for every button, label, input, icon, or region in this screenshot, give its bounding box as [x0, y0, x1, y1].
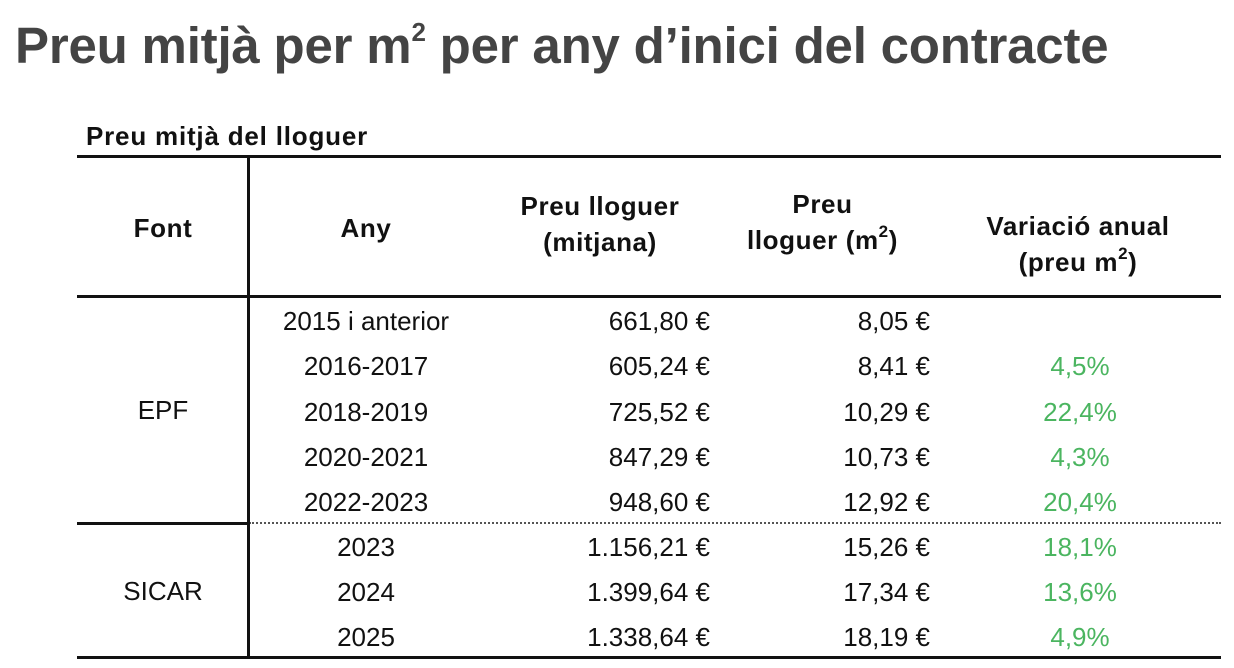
group-label-epf: EPF — [137, 395, 189, 425]
cell-rent-m2: 8,41 € — [857, 351, 930, 381]
header-rent: Preu lloguer (mitjana) — [480, 188, 720, 260]
cell-rent-m2: 12,92 € — [843, 487, 930, 517]
cell-rent-m2: 8,05 € — [857, 306, 930, 336]
cell-rent: 605,24 € — [608, 351, 710, 381]
header-m2-sup: 2 — [878, 222, 889, 241]
header-font: Font — [77, 210, 249, 246]
header-var-line2: (preu m2) — [938, 244, 1218, 280]
cell-variation: 22,4% — [1043, 397, 1117, 427]
cell-year: 2023 — [337, 532, 395, 562]
cell-variation: 13,6% — [1043, 577, 1117, 607]
title-text-suffix: per any d’inici del contracte — [425, 17, 1109, 74]
cell-rent: 847,29 € — [608, 442, 710, 472]
table-caption: Preu mitjà del lloguer — [86, 121, 368, 151]
table-top-rule — [77, 155, 1221, 158]
cell-variation: 4,5% — [1050, 351, 1110, 381]
cell-year: 2020-2021 — [303, 442, 429, 472]
cell-variation: 4,3% — [1050, 442, 1110, 472]
cell-variation: 20,4% — [1043, 487, 1117, 517]
cell-rent-m2: 18,19 € — [843, 622, 930, 652]
header-any-label: Any — [340, 213, 392, 243]
header-var-close: ) — [1128, 247, 1138, 277]
header-font-label: Font — [133, 213, 193, 243]
cell-year: 2025 — [337, 622, 395, 652]
cell-rent-m2: 15,26 € — [843, 532, 930, 562]
title-superscript: 2 — [411, 17, 426, 47]
cell-rent-m2: 10,29 € — [843, 397, 930, 427]
table-bottom-rule — [77, 656, 1221, 659]
header-var-line1: Variació anual — [986, 211, 1170, 241]
group-separator-dotted — [249, 522, 1221, 524]
title-text: Preu mitjà per m — [15, 17, 412, 74]
cell-rent-m2: 10,73 € — [843, 442, 930, 472]
header-var-text: (preu m — [1018, 247, 1119, 277]
cell-year: 2022-2023 — [303, 487, 429, 517]
column-divider — [247, 157, 250, 659]
cell-rent: 661,80 € — [608, 306, 710, 336]
cell-variation: 18,1% — [1043, 532, 1117, 562]
cell-rent: 725,52 € — [608, 397, 710, 427]
header-rent-line1: Preu lloguer — [520, 191, 680, 221]
cell-year: 2015 i anterior — [282, 306, 450, 336]
cell-rent: 1.338,64 € — [587, 622, 710, 652]
cell-rent-m2: 17,34 € — [843, 577, 930, 607]
header-rent-m2: Preu lloguer (m2) — [715, 186, 930, 258]
header-var-sup: 2 — [1118, 244, 1129, 263]
group-label-sicar: SICAR — [123, 576, 203, 606]
header-any: Any — [249, 210, 483, 246]
group-separator-rule — [77, 522, 249, 525]
cell-rent: 1.399,64 € — [587, 577, 710, 607]
header-rent-line2: (mitjana) — [543, 227, 657, 257]
header-m2-line2: lloguer (m2) — [715, 222, 930, 258]
header-m2-line1: Preu — [792, 189, 853, 219]
page-title: Preu mitjà per m2 per any d’inici del co… — [15, 10, 1109, 82]
header-variation: Variació anual (preu m2) — [938, 208, 1218, 280]
cell-year: 2016-2017 — [303, 351, 429, 381]
cell-rent: 948,60 € — [608, 487, 710, 517]
header-bottom-rule — [77, 295, 1221, 298]
cell-year: 2018-2019 — [303, 397, 429, 427]
cell-variation: 4,9% — [1050, 622, 1110, 652]
header-m2-text: lloguer (m — [747, 225, 879, 255]
header-m2-close: ) — [888, 225, 898, 255]
cell-rent: 1.156,21 € — [587, 532, 710, 562]
cell-year: 2024 — [337, 577, 395, 607]
